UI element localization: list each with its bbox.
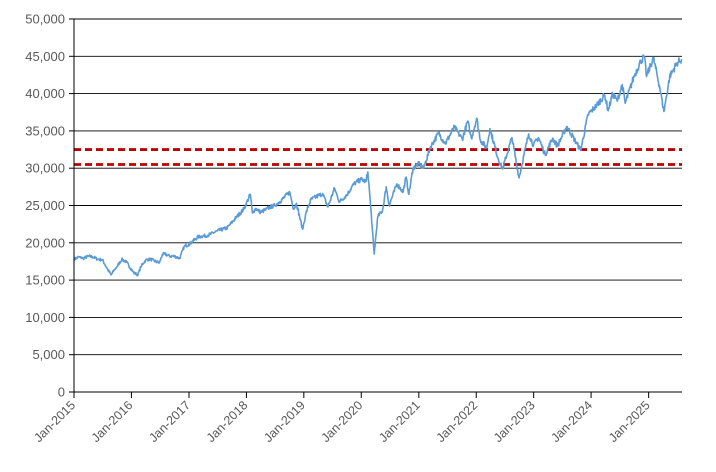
y-tick-label: 20,000 — [25, 235, 65, 250]
y-tick-label: 25,000 — [25, 198, 65, 213]
x-tick-label: Jan-2016 — [89, 398, 136, 445]
x-tick-label: Jan-2025 — [606, 398, 653, 445]
y-tick-label: 5,000 — [32, 347, 65, 362]
x-axis-ticks: Jan-2015 Jan-2016 Jan-2017 Jan-2018 Jan-2019… — [31, 392, 653, 445]
y-tick-label: 10,000 — [25, 310, 65, 325]
series-line — [73, 54, 683, 277]
y-tick-label: 15,000 — [25, 273, 65, 288]
x-tick-label: Jan-2021 — [376, 398, 423, 445]
x-tick-label: Jan-2024 — [548, 398, 595, 445]
x-tick-label: Jan-2022 — [434, 398, 481, 445]
x-tick-label: Jan-2018 — [204, 398, 251, 445]
x-tick-label: Jan-2023 — [491, 398, 538, 445]
y-tick-label: 50,000 — [25, 12, 65, 27]
x-tick-label: Jan-2019 — [261, 398, 308, 445]
series-layer — [73, 54, 683, 277]
reference-lines — [74, 148, 682, 166]
x-tick-label: Jan-2017 — [146, 398, 193, 445]
y-tick-label: 35,000 — [25, 123, 65, 138]
y-tick-label: 45,000 — [25, 49, 65, 64]
x-tick-label: Jan-2015 — [31, 398, 78, 445]
y-tick-label: 30,000 — [25, 161, 65, 176]
y-tick-label: 40,000 — [25, 86, 65, 101]
y-tick-label: 0 — [58, 385, 65, 400]
gridlines — [74, 18, 682, 356]
y-axis-ticks: 0 5,000 10,000 15,000 20,000 25,000 30,000 35,0… — [25, 12, 74, 400]
x-tick-label: Jan-2020 — [319, 398, 366, 445]
